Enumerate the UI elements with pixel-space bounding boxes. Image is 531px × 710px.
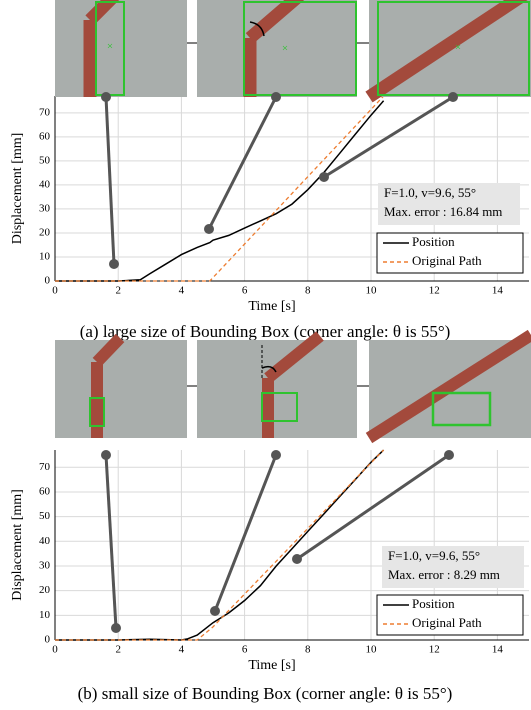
y-tick-label: 70 xyxy=(39,461,51,473)
svg-text:×: × xyxy=(282,43,288,55)
y-tick-label: 70 xyxy=(39,106,51,118)
y-tick-label: 30 xyxy=(39,560,51,572)
x-tick-label: 2 xyxy=(115,285,121,297)
x-tick-label: 14 xyxy=(492,285,504,297)
y-axis-label: Displacement [mm] xyxy=(10,489,25,601)
x-tick-label: 0 xyxy=(52,644,58,656)
y-tick-label: 60 xyxy=(39,130,51,142)
legend-label: Position xyxy=(412,596,455,611)
annotation-box xyxy=(382,546,524,588)
x-axis-label: Time [s] xyxy=(248,299,295,314)
x-tick-label: 6 xyxy=(242,285,248,297)
photos: × × × xyxy=(55,0,531,444)
y-tick-label: 20 xyxy=(39,584,51,596)
series-line xyxy=(55,100,385,282)
y-tick-label: 50 xyxy=(39,154,51,166)
callouts xyxy=(101,92,458,633)
legend-label: Position xyxy=(412,234,455,249)
y-tick-label: 50 xyxy=(39,510,51,522)
x-tick-label: 4 xyxy=(179,285,185,297)
x-tick-label: 14 xyxy=(492,644,504,656)
x-tick-label: 10 xyxy=(366,285,378,297)
legend-label: Original Path xyxy=(412,615,482,630)
series-line xyxy=(55,449,385,641)
legend-box xyxy=(376,594,524,636)
x-tick-label: 12 xyxy=(429,644,440,656)
legend-box xyxy=(376,232,524,274)
legend-label: Original Path xyxy=(412,253,482,268)
x-tick-label: 8 xyxy=(305,644,311,656)
x-tick-label: 10 xyxy=(366,644,378,656)
y-axis-label: Displacement [mm] xyxy=(10,133,25,245)
x-tick-label: 8 xyxy=(305,285,311,297)
annotation: F=1.0, v=9.6, 55° xyxy=(384,185,476,200)
caption: (a) large size of Bounding Box (corner a… xyxy=(80,322,451,341)
x-axis-label: Time [s] xyxy=(248,658,295,673)
y-tick-label: 10 xyxy=(39,609,51,621)
x-tick-label: 2 xyxy=(115,644,121,656)
annotation: Max. error : 16.84 mm xyxy=(384,204,502,219)
x-tick-label: 12 xyxy=(429,285,440,297)
y-tick-label: 60 xyxy=(39,485,51,497)
x-tick-label: 0 xyxy=(52,285,58,297)
y-tick-label: 30 xyxy=(39,202,51,214)
series-line xyxy=(55,95,385,282)
svg-text:×: × xyxy=(107,41,113,53)
caption: (b) small size of Bounding Box (corner a… xyxy=(78,684,453,703)
annotation: F=1.0, v=9.6, 55° xyxy=(388,548,480,563)
y-tick-label: 20 xyxy=(39,226,51,238)
series-line xyxy=(55,449,385,641)
y-tick-label: 0 xyxy=(45,634,51,646)
y-tick-label: 40 xyxy=(39,178,51,190)
svg-text:×: × xyxy=(455,42,461,54)
x-tick-label: 4 xyxy=(179,644,185,656)
y-tick-label: 0 xyxy=(45,275,51,287)
chart-b: 0 2 4 6 8 10 12 14 0 10 20 30 40 50 60 70 Time [s] Displa… xyxy=(10,449,529,703)
y-tick-label: 10 xyxy=(39,251,51,263)
annotation: Max. error : 8.29 mm xyxy=(388,567,500,582)
annotation-box xyxy=(378,183,520,225)
y-tick-label: 40 xyxy=(39,535,51,547)
chart-a: 0 2 4 6 8 10 12 14 0 10 20 30 40 50 60 70 Time [s] Displa… xyxy=(10,95,529,341)
x-tick-label: 6 xyxy=(242,644,248,656)
